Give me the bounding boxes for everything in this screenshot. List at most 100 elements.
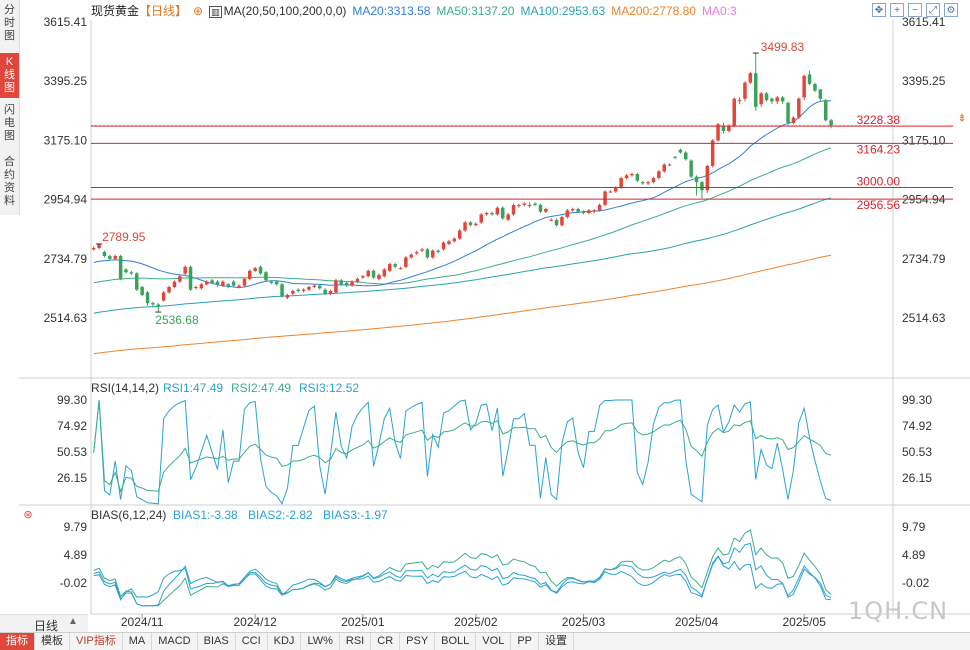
candle-body (479, 214, 483, 223)
candle-body (425, 249, 430, 258)
candle-body (818, 89, 823, 99)
candle-body (199, 284, 204, 289)
annotation-left-high: 2789.95 (102, 230, 146, 244)
tab-cci[interactable]: CCI (236, 633, 268, 650)
ma50-value: MA50:3137.20 (436, 4, 515, 18)
candle-body (237, 285, 241, 287)
bias-tick-right: 9.79 (902, 520, 926, 534)
tab-kdj[interactable]: KDJ (268, 633, 302, 650)
candle-body (344, 282, 349, 286)
candle-body (630, 174, 634, 176)
zoom-out-icon[interactable]: − (908, 3, 922, 17)
candle-body (221, 281, 225, 286)
candle-body (285, 295, 290, 298)
candle-body (398, 268, 403, 270)
candle-body (355, 278, 360, 282)
candle-body (624, 175, 629, 179)
rsi-tick-left: 74.92 (57, 419, 87, 433)
tab-lightning-label: 闪电图 (4, 104, 15, 142)
rsi3-line (93, 399, 832, 505)
settings-icon[interactable]: ⚙ (944, 3, 958, 17)
candle-body (323, 289, 327, 294)
candle-body (732, 98, 736, 126)
candle-body (156, 304, 160, 306)
bias-tick-left: 4.89 (64, 548, 88, 562)
candle-body (339, 280, 343, 285)
period-selector[interactable]: 日线 ▲ (0, 614, 88, 633)
candle-body (743, 82, 747, 99)
bias-tick-left: 9.79 (64, 520, 88, 534)
candle-body (754, 73, 758, 107)
tab-boll[interactable]: BOLL (435, 633, 477, 650)
rsi-tick-left: 99.30 (57, 393, 87, 407)
crosshair-icon[interactable]: ⊕ (193, 4, 204, 18)
candle-body (458, 230, 462, 239)
tab-rsi[interactable]: RSI (340, 633, 372, 650)
time-label: 2025/02 (454, 615, 498, 629)
candle-body (484, 213, 489, 215)
candle-body (361, 276, 365, 278)
time-label: 2025/03 (562, 615, 606, 629)
ma-config-icon[interactable]: ▥ (209, 6, 222, 18)
annotation-high: 3499.83 (761, 40, 805, 54)
rsi1-line (93, 400, 832, 493)
candle-body (468, 222, 473, 226)
candle-body (824, 100, 828, 121)
tab-settings[interactable]: 设置 (539, 633, 574, 650)
candle-body (108, 256, 112, 259)
candle-body (506, 214, 510, 220)
price-tick-left: 2954.94 (44, 193, 88, 207)
candle-body (334, 280, 338, 293)
candle-body (791, 117, 796, 123)
bias-value: BIAS1:-3.38 (173, 508, 238, 522)
time-label: 2025/05 (782, 615, 826, 629)
candle-body (113, 256, 117, 259)
tab-contract-info[interactable]: 合约资料 (0, 156, 19, 208)
tab-vip-indicator[interactable]: VIP指标 (70, 633, 123, 650)
fit-icon[interactable]: ⤢ (926, 3, 940, 17)
zoom-in-icon[interactable]: + (890, 3, 904, 17)
tab-lw[interactable]: LW% (301, 633, 340, 650)
candle-body (490, 213, 494, 215)
time-label: 2025/01 (341, 615, 385, 629)
ma-label: MA(20,50,100,200,0,0) (223, 4, 347, 18)
tab-template[interactable]: 模板 (35, 633, 70, 650)
candle-body (727, 125, 731, 131)
tab-lightning[interactable]: 闪电图 (0, 104, 19, 143)
candle-body (565, 210, 570, 217)
tab-bias[interactable]: BIAS (198, 633, 236, 650)
candle-body (667, 164, 672, 166)
price-tick-right: 3395.25 (902, 74, 946, 88)
candle-body (614, 187, 618, 192)
candle-body (501, 207, 505, 219)
bias-value: BIAS2:-2.82 (248, 508, 313, 522)
tab-timeshare-label: 分时图 (4, 4, 15, 42)
tab-vol[interactable]: VOL (476, 633, 512, 650)
tab-psy[interactable]: PSY (400, 633, 436, 650)
tab-indicator[interactable]: 指标 (0, 633, 35, 650)
watermark: 1QH.CN (848, 597, 949, 625)
tab-macd[interactable]: MACD (152, 633, 198, 650)
tab-cr[interactable]: CR (371, 633, 401, 650)
candle-body (829, 120, 833, 126)
period-arrow-icon[interactable]: ▲ (68, 616, 78, 627)
candle-body (274, 281, 279, 285)
candle-body (291, 291, 295, 294)
candle-body (511, 205, 516, 215)
candle-body (764, 93, 769, 101)
candle-body (549, 219, 553, 221)
price-tick-left: 3175.10 (44, 133, 88, 147)
candle-body (737, 100, 742, 102)
tab-timeshare[interactable]: 分时图 (0, 4, 19, 43)
candle-body (145, 292, 150, 304)
tab-pp[interactable]: PP (511, 633, 539, 650)
candle-body (231, 281, 236, 286)
move-icon[interactable]: ✥ (872, 3, 886, 17)
period-label: 日线 (34, 619, 59, 633)
tab-ma[interactable]: MA (123, 633, 153, 650)
candle-body (167, 287, 171, 293)
price-tick-right: 2734.79 (902, 252, 946, 266)
